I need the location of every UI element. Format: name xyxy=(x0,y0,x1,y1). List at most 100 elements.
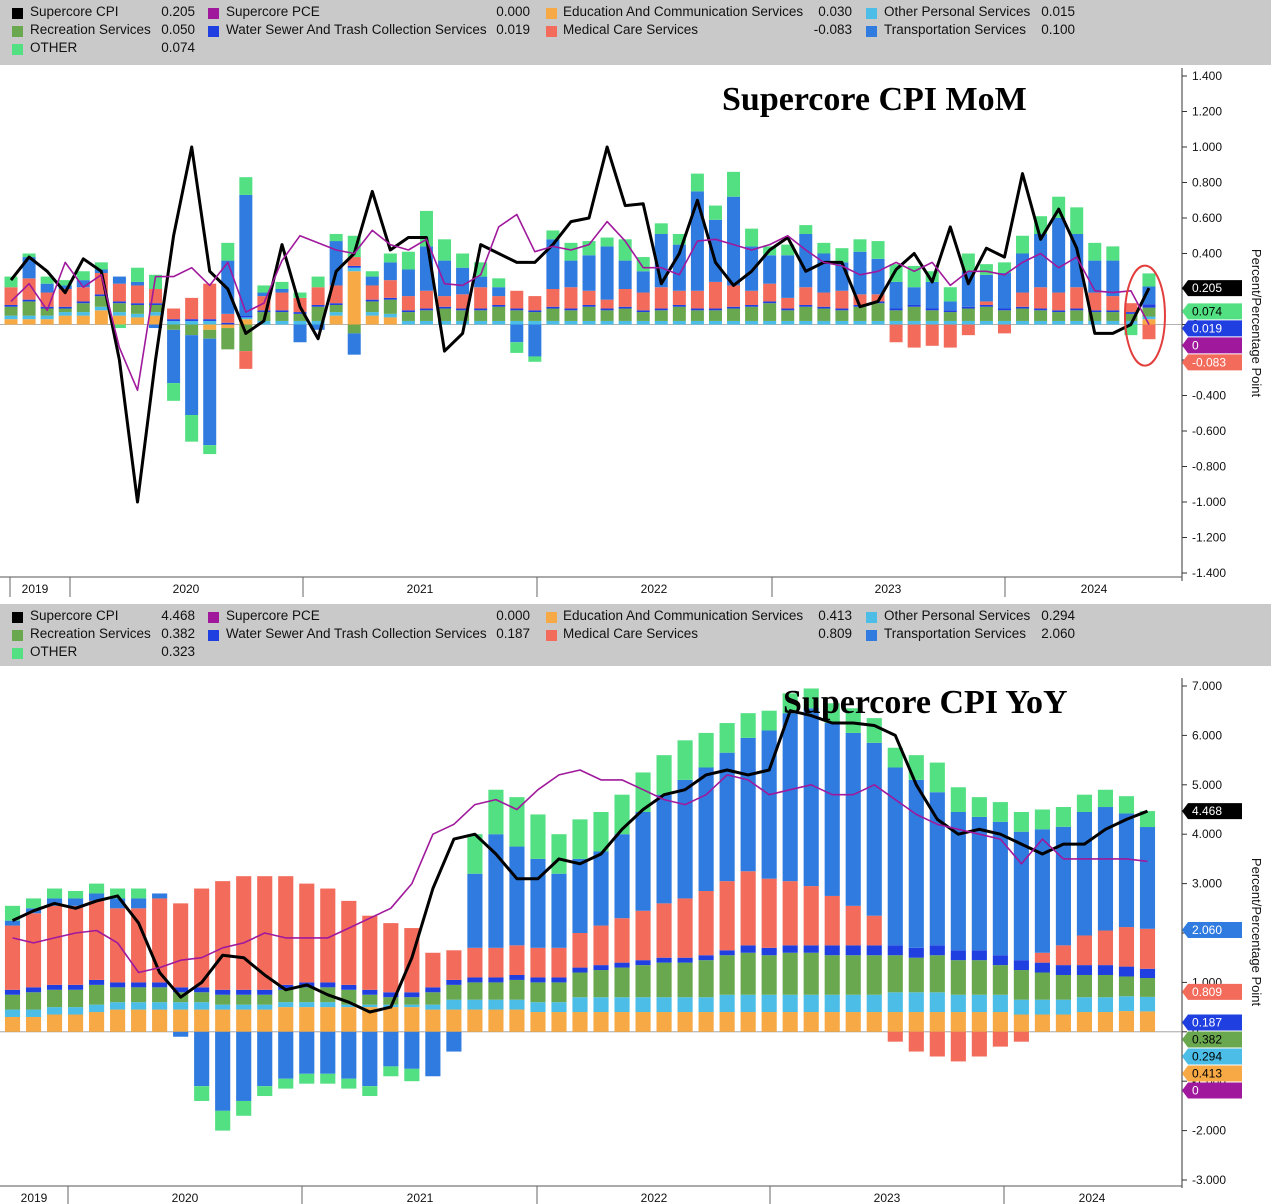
mom-bar-other_personal xyxy=(943,320,957,325)
yoy-bar-water xyxy=(488,977,504,983)
yoy-value-tag: 0.294 xyxy=(1182,1048,1242,1065)
mom-bar-other xyxy=(1106,246,1120,261)
mom-bar-water xyxy=(1142,304,1156,308)
mom-bar-other xyxy=(961,253,975,272)
mom-bar-other_personal xyxy=(1106,320,1120,325)
yoy-bar-medical xyxy=(173,903,189,988)
mom-bar-transportation xyxy=(781,255,795,298)
yoy-bar-recreation xyxy=(740,952,756,995)
yoy-bar-recreation xyxy=(761,955,777,995)
yoy-value-tag-label: 0.809 xyxy=(1192,985,1222,999)
yoy-bar-water xyxy=(89,979,105,985)
mom-bar-recreation xyxy=(672,306,686,321)
yoy-bar-medical xyxy=(635,910,651,961)
yoy-bar-other_personal xyxy=(1118,996,1135,1012)
mom-bar-transportation xyxy=(528,324,542,357)
mom-bar-other_personal xyxy=(474,320,488,325)
yoy-bar-recreation xyxy=(131,987,147,1003)
yoy-bar-medical xyxy=(236,876,252,990)
yoy-bar-water xyxy=(971,950,987,961)
yoy-bar-recreation xyxy=(362,994,378,1005)
mom-legend-value: 0.074 xyxy=(161,40,195,55)
yoy-bar-other_personal xyxy=(845,994,861,1013)
yoy-bar-transportation xyxy=(404,1031,420,1069)
mom-bar-recreation xyxy=(275,312,289,321)
mom-bar-medical xyxy=(347,257,361,266)
mom-bar-water xyxy=(745,304,759,307)
mom-bar-other xyxy=(1070,207,1084,234)
mom-bar-other_personal xyxy=(799,320,813,325)
mom-bar-recreation xyxy=(817,308,831,321)
mom-bar-water xyxy=(907,304,921,307)
yoy-bar-other_personal xyxy=(908,992,924,1013)
mom-bar-other_personal xyxy=(22,315,36,320)
mom-bar-other_personal xyxy=(564,320,578,325)
mom-bar-medical xyxy=(22,278,36,300)
yoy-bar-water xyxy=(1076,965,1093,975)
mom-bar-transportation xyxy=(185,335,199,416)
mom-bar-recreation xyxy=(853,306,867,321)
yoy-bar-water xyxy=(950,950,966,961)
yoy-bar-water xyxy=(824,945,840,956)
mom-bar-education xyxy=(94,310,108,325)
mom-bar-transportation xyxy=(763,255,777,284)
yoy-bar-medical xyxy=(131,908,147,983)
mom-bar-other xyxy=(979,264,993,275)
mom-bar-recreation xyxy=(185,324,199,336)
mom-bar-medical xyxy=(528,296,542,311)
mom-bar-other_personal xyxy=(167,320,181,325)
mom-bar-water xyxy=(727,306,741,309)
mom-bar-water xyxy=(275,310,289,313)
yoy-bar-education xyxy=(698,1012,714,1032)
mom-bar-transportation xyxy=(510,324,524,343)
yoy-bar-education xyxy=(845,1012,861,1032)
mom-bar-other_personal xyxy=(130,313,144,318)
yoy-bar-recreation xyxy=(824,955,840,995)
mom-chart-panel: Supercore CPI 0.205 Supercore PCE 0.000 Educ… xyxy=(0,0,1271,597)
yoy-bar-medical xyxy=(1118,927,1135,967)
mom-y-tick-label: -1.400 xyxy=(1192,566,1226,580)
yoy-bar-other xyxy=(656,755,672,795)
mom-bar-recreation xyxy=(1070,310,1084,321)
mom-bar-water xyxy=(130,303,144,305)
mom-value-tag-label: -0.083 xyxy=(1192,355,1226,369)
yoy-legend-swatch xyxy=(12,630,23,641)
yoy-value-tag-label: 0.413 xyxy=(1192,1067,1222,1081)
yoy-bar-transportation xyxy=(194,1031,210,1087)
yoy-bar-other xyxy=(278,1078,294,1089)
yoy-bar-other_personal xyxy=(614,997,630,1013)
mom-bar-recreation xyxy=(221,328,235,350)
yoy-value-tag: 0.413 xyxy=(1182,1065,1242,1082)
yoy-bar-water xyxy=(698,955,714,961)
mom-bar-recreation xyxy=(438,308,452,321)
mom-bar-medical xyxy=(889,324,903,343)
mom-bar-recreation xyxy=(654,310,668,321)
yoy-y-tick-label: 7.000 xyxy=(1192,679,1222,693)
yoy-bar-education xyxy=(320,1007,336,1032)
yoy-bar-other xyxy=(887,747,903,768)
mom-bar-medical xyxy=(690,290,704,309)
mom-legend-name: Other Personal Services xyxy=(884,4,1031,19)
mom-bar-water xyxy=(311,304,325,307)
mom-value-tag: 0 xyxy=(1182,337,1242,354)
yoy-bar-medical xyxy=(677,898,693,958)
yoy-bar-other xyxy=(383,1066,399,1077)
yoy-bar-transportation xyxy=(740,737,756,872)
yoy-bar-medical xyxy=(614,918,630,963)
mom-bar-medical xyxy=(817,292,831,307)
yoy-bar-other xyxy=(572,819,588,859)
mom-bar-other xyxy=(510,342,524,353)
mom-value-tag-label: 0.074 xyxy=(1192,304,1222,318)
mom-bar-recreation xyxy=(203,329,217,339)
mom-bar-other_personal xyxy=(275,320,289,325)
mom-bar-other xyxy=(1088,242,1102,261)
mom-bar-other_personal xyxy=(907,320,921,325)
mom-y-tick-label: 0.600 xyxy=(1192,211,1222,225)
mom-bar-other xyxy=(456,253,470,268)
yoy-value-tag-label: 4.468 xyxy=(1192,804,1222,818)
mom-bar-other xyxy=(925,271,939,282)
mom-bar-other xyxy=(58,280,72,286)
yoy-bar-education xyxy=(866,1012,882,1032)
mom-bar-recreation xyxy=(40,308,54,316)
yoy-bar-recreation xyxy=(236,994,252,1005)
